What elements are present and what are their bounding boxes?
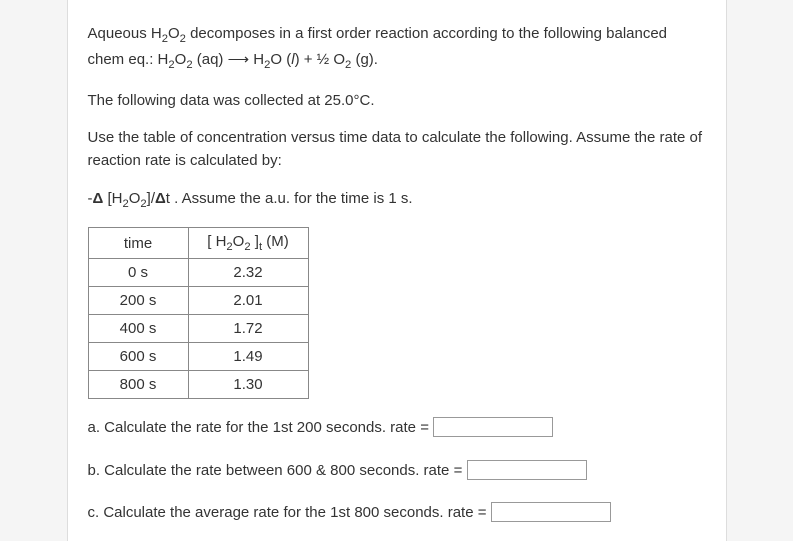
table-row: 800 s1.30	[88, 371, 308, 399]
answer-c-input[interactable]	[491, 502, 611, 522]
text: O	[129, 190, 141, 207]
text: (g).	[351, 51, 378, 68]
delta-icon	[93, 190, 104, 207]
cell-time: 600 s	[88, 343, 188, 371]
delta-icon	[155, 190, 166, 207]
text: H	[249, 51, 264, 68]
table-row: 400 s1.72	[88, 315, 308, 343]
data-table: time [ H2O2 ]t (M) 0 s2.32 200 s2.01 400…	[88, 227, 309, 399]
cell-conc: 1.30	[188, 371, 308, 399]
paragraph-2: The following data was collected at 25.0…	[88, 89, 706, 112]
question-b: b. Calculate the rate between 600 & 800 …	[88, 460, 706, 483]
text: O	[175, 51, 187, 68]
cell-conc: 2.32	[188, 259, 308, 287]
cell-time: 800 s	[88, 371, 188, 399]
cell-time: 0 s	[88, 259, 188, 287]
text: The following data was collected at 25.0	[88, 92, 354, 109]
cell-conc: 1.49	[188, 343, 308, 371]
question-c-text: c. Calculate the average rate for the 1s…	[88, 504, 491, 521]
table-row: 600 s1.49	[88, 343, 308, 371]
text: O	[329, 51, 345, 68]
page-container: Aqueous H2O2 decomposes in a first order…	[67, 0, 727, 541]
question-a: a. Calculate the rate for the 1st 200 se…	[88, 417, 706, 440]
half-icon	[317, 51, 330, 68]
text: t . Assume the a.u. for the time is 1 s.	[166, 190, 413, 207]
text: O	[168, 25, 180, 42]
question-c: c. Calculate the average rate for the 1s…	[88, 502, 706, 525]
question-b-text: b. Calculate the rate between 600 & 800 …	[88, 462, 467, 479]
cell-time: 400 s	[88, 315, 188, 343]
table-row: 0 s2.32	[88, 259, 308, 287]
cell-conc: 2.01	[188, 287, 308, 315]
text: O (	[270, 51, 291, 68]
answer-a-input[interactable]	[433, 417, 553, 437]
text: ) +	[295, 51, 317, 68]
question-a-text: a. Calculate the rate for the 1st 200 se…	[88, 419, 434, 436]
arrow-icon	[228, 51, 250, 68]
table-header-row: time [ H2O2 ]t (M)	[88, 228, 308, 259]
col-conc-header: [ H2O2 ]t (M)	[188, 228, 308, 259]
text: [H	[103, 190, 122, 207]
paragraph-1: Aqueous H2O2 decomposes in a first order…	[88, 22, 706, 75]
text: ]/	[147, 190, 155, 207]
text: C.	[360, 92, 375, 109]
text: ]	[251, 233, 259, 250]
text: O	[233, 233, 245, 250]
answer-b-input[interactable]	[467, 460, 587, 480]
text: Aqueous H	[88, 25, 162, 42]
table-row: 200 s2.01	[88, 287, 308, 315]
cell-conc: 1.72	[188, 315, 308, 343]
cell-time: 200 s	[88, 287, 188, 315]
col-time-header: time	[88, 228, 188, 259]
text: (aq)	[193, 51, 228, 68]
paragraph-4: - [H2O2]/t . Assume the a.u. for the tim…	[88, 187, 706, 213]
text: [ H	[207, 233, 226, 250]
text: (M)	[262, 233, 289, 250]
paragraph-3: Use the table of concentration versus ti…	[88, 126, 706, 173]
